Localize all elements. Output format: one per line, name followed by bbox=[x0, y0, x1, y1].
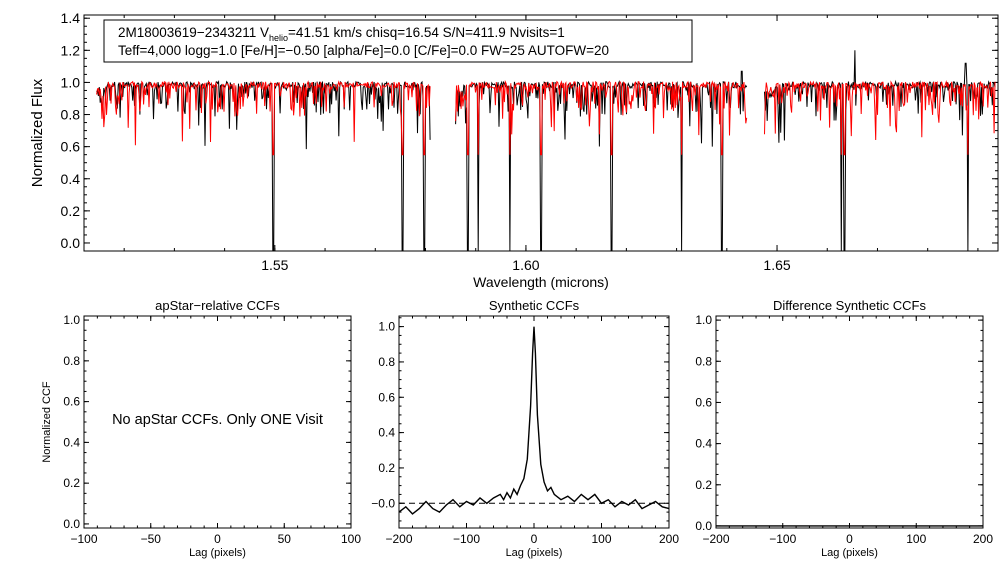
synthetic-ccf-xtick-label: 100 bbox=[591, 532, 611, 546]
apstar-ccf-ytick-label: 0.4 bbox=[63, 435, 80, 449]
synthetic-ccf-xtick-label: 200 bbox=[659, 532, 679, 546]
apstar-ccf-xlabel: Lag (pixels) bbox=[189, 547, 246, 559]
difference-ccf-frame bbox=[715, 315, 984, 529]
annotation-vhelio: V bbox=[260, 25, 269, 40]
difference-ccf-ytick-label: 0.6 bbox=[695, 395, 712, 409]
difference-ccf-xlabel: Lag (pixels) bbox=[821, 547, 878, 559]
difference-ccf-ytick-label: 0.8 bbox=[695, 354, 712, 368]
annotation-stats: =41.51 km/s chisq=16.54 S/N=411.9 Nvisit… bbox=[288, 25, 565, 40]
spectrum-ytick-label: 1.2 bbox=[61, 42, 81, 58]
apstar-ccf-ytick-label: 0.6 bbox=[63, 395, 80, 409]
difference-ccf-ytick-label: 0.0 bbox=[695, 519, 712, 533]
apstar-ccf-xtick-label: −100 bbox=[70, 532, 97, 546]
spectrum-series bbox=[96, 50, 996, 252]
synthetic-ccf-ytick-label: 0.8 bbox=[378, 355, 395, 369]
synthetic-ccf-ytick-label: −0.0 bbox=[371, 496, 395, 510]
difference-ccf-xtick-label: −100 bbox=[769, 532, 796, 546]
difference-ccf-title: Difference Synthetic CCFs bbox=[773, 298, 926, 313]
apstar-ccf-title: apStar−relative CCFs bbox=[155, 298, 280, 313]
difference-ccf-xtick-label: 100 bbox=[906, 532, 926, 546]
annotation-vhelio-sub: helio bbox=[269, 33, 288, 43]
synthetic-ccf-ytick-label: 1.0 bbox=[378, 320, 395, 334]
spectrum-ytick-label: 1.0 bbox=[61, 74, 81, 90]
spectrum-annotation: 2M18003619−2343211 Vhelio=41.51 km/s chi… bbox=[103, 19, 693, 63]
spectrum-model-line bbox=[455, 79, 748, 156]
spectrum-ytick-label: 0.4 bbox=[61, 171, 81, 187]
spectrum-xtick-label: 1.65 bbox=[763, 257, 790, 273]
spectrum-ytick-label: 0.0 bbox=[61, 235, 81, 251]
difference-ccf-xtick-label: 200 bbox=[973, 532, 993, 546]
synthetic-ccf-line bbox=[398, 326, 670, 515]
difference-ccf-axes: −200 −100 0 100 200 0.0 0.2 0.4 0.6 0.8 1.0 Differe… bbox=[695, 298, 993, 559]
difference-ccf-xtick-label: −200 bbox=[702, 532, 729, 546]
difference-ccf-xtick-label: 0 bbox=[846, 532, 853, 546]
spectrum-observed-line bbox=[455, 70, 748, 252]
apstar-ccf-ytick-label: 0.2 bbox=[63, 476, 80, 490]
apstar-ccf-ytick-label: 1.0 bbox=[63, 313, 80, 327]
spectrum-observed-line bbox=[764, 50, 996, 252]
annotation-box bbox=[103, 19, 693, 63]
difference-ccf-ytick-label: 0.4 bbox=[695, 437, 712, 451]
synthetic-ccf-xtick-label: −100 bbox=[453, 532, 480, 546]
synthetic-ccf-xlabel: Lag (pixels) bbox=[506, 547, 563, 559]
synthetic-ccf-frame bbox=[398, 315, 670, 529]
spectrum-model-line bbox=[764, 80, 996, 156]
spectrum-model-line bbox=[96, 80, 431, 156]
spectrum-xtick-label: 1.60 bbox=[512, 257, 539, 273]
apstar-ccf-xtick-label: 0 bbox=[214, 532, 221, 546]
difference-ccf-ytick-label: 1.0 bbox=[695, 313, 712, 327]
apstar-ccf-xtick-label: −50 bbox=[141, 532, 162, 546]
synthetic-ccf-ytick-label: 0.6 bbox=[378, 390, 395, 404]
spectrum-ytick-label: 0.8 bbox=[61, 107, 81, 123]
spectrum-observed-line bbox=[96, 79, 431, 252]
apstar-ccf-ylabel: Normalized CCF bbox=[41, 381, 53, 463]
spectrum-ylabel: Normalized Flux bbox=[29, 78, 46, 187]
apstar-ccf-xtick-label: 50 bbox=[278, 532, 292, 546]
synthetic-ccf-title: Synthetic CCFs bbox=[489, 298, 580, 313]
apstar-ccf-xtick-label: 100 bbox=[341, 532, 361, 546]
spectrum-ytick-label: 1.4 bbox=[61, 10, 81, 26]
spectrum-xlabel: Wavelength (microns) bbox=[473, 274, 609, 290]
annotation-line-2: Teff=4,000 logg=1.0 [Fe/H]=−0.50 [alpha/… bbox=[118, 43, 609, 58]
apstar-ccf-axes: −100 −50 0 50 100 0.0 0.2 0.4 0.6 0.8 1.0 apStar−re… bbox=[63, 298, 361, 559]
spectrum-axes: 1.55 1.60 1.65 0.0 0.2 0.4 0.6 0.8 1.0 1.2 1.4 Wave… bbox=[61, 10, 999, 290]
synthetic-ccf-xtick-label: −200 bbox=[385, 532, 412, 546]
spectrum-ytick-label: 0.2 bbox=[61, 203, 81, 219]
apstar-ccf-ytick-label: 0.8 bbox=[63, 354, 80, 368]
apstar-ccf-message: No apStar CCFs. Only ONE Visit bbox=[112, 412, 323, 428]
synthetic-ccf-axes: −200 −100 0 100 200 −0.0 0.2 0.4 0.6 0.8 1.0 Synthe… bbox=[371, 298, 679, 559]
synthetic-ccf-ytick-label: 0.4 bbox=[378, 426, 395, 440]
synthetic-ccf-ytick-label: 0.2 bbox=[378, 461, 395, 475]
apstar-ccf-ytick-label: 0.0 bbox=[63, 517, 80, 531]
spectrum-xtick-label: 1.55 bbox=[261, 257, 288, 273]
annotation-star: 2M18003619−2343211 bbox=[118, 25, 260, 40]
spectrum-ytick-label: 0.6 bbox=[61, 139, 81, 155]
synthetic-ccf-xtick-label: 0 bbox=[531, 532, 538, 546]
difference-ccf-ytick-label: 0.2 bbox=[695, 478, 712, 492]
annotation-line-1: 2M18003619−2343211 Vhelio=41.51 km/s chi… bbox=[118, 25, 565, 43]
